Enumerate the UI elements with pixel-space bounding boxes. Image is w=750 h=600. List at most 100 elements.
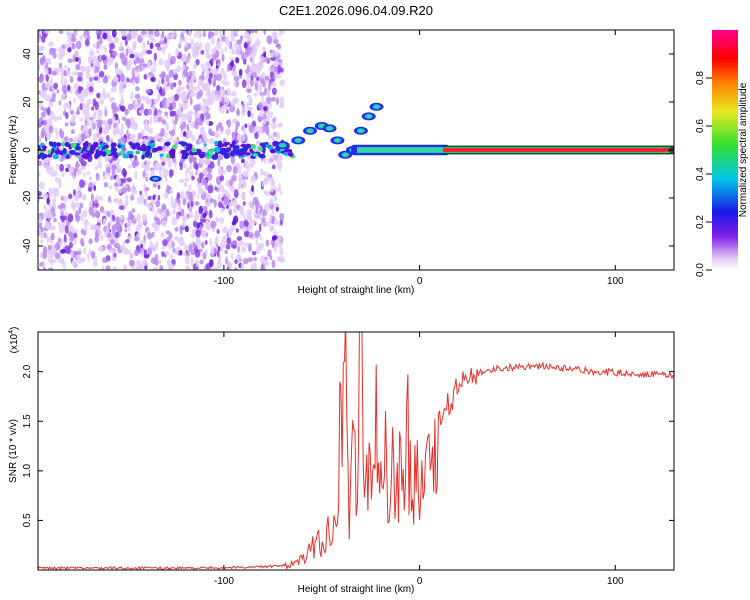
band-blob	[60, 142, 66, 146]
noise-blob	[253, 125, 258, 133]
noise-blob	[97, 161, 103, 169]
noise-blob	[136, 213, 141, 222]
noise-blob	[274, 50, 279, 57]
noise-blob	[145, 160, 151, 166]
noise-blob	[219, 30, 223, 36]
band-blob	[145, 145, 152, 152]
noise-blob	[273, 194, 278, 202]
noise-blob	[258, 223, 262, 232]
noise-blob	[202, 212, 207, 219]
noise-blob	[231, 239, 238, 246]
noise-blob	[198, 205, 204, 215]
noise-blob	[242, 179, 246, 188]
noise-blob	[170, 82, 174, 91]
noise-blob	[38, 226, 42, 236]
noise-blob	[264, 203, 270, 211]
noise-blob	[213, 247, 218, 254]
noise-blob	[190, 39, 195, 45]
noise-blob	[248, 98, 253, 105]
noise-blob	[170, 196, 174, 205]
noise-blob	[271, 235, 278, 241]
band-blob	[136, 145, 142, 151]
noise-blob	[100, 234, 104, 242]
noise-blob	[216, 85, 221, 91]
noise-blob	[95, 172, 100, 181]
noise-blob	[200, 49, 205, 55]
noise-blob	[64, 43, 70, 49]
noise-blob	[216, 73, 222, 81]
noise-blob	[90, 193, 94, 202]
noise-blob	[231, 99, 236, 107]
noise-blob	[168, 69, 174, 78]
noise-blob	[71, 114, 77, 120]
noise-blob	[183, 251, 186, 256]
noise-blob	[211, 89, 216, 97]
band-blob	[168, 150, 175, 155]
noise-blob	[96, 48, 100, 54]
noise-blob	[244, 133, 248, 143]
noise-blob	[158, 58, 165, 66]
noise-blob	[127, 103, 133, 111]
noise-blob	[240, 35, 244, 40]
noise-blob	[195, 259, 199, 268]
band-blob	[224, 152, 230, 157]
noise-blob	[45, 74, 49, 82]
noise-blob	[220, 187, 225, 193]
noise-blob	[195, 229, 201, 238]
noise-blob	[270, 56, 276, 62]
noise-blob	[92, 136, 97, 143]
noise-blob	[39, 135, 42, 145]
noise-blob	[216, 124, 219, 132]
noise-blob	[267, 111, 274, 119]
noise-blob	[103, 182, 108, 188]
noise-blob	[161, 203, 167, 211]
noise-blob	[70, 109, 75, 115]
noise-blob	[67, 213, 74, 223]
noise-blob	[229, 262, 232, 270]
noise-blob	[220, 207, 225, 213]
noise-blob	[142, 41, 147, 49]
band-blob	[93, 142, 97, 146]
noise-blob	[79, 35, 83, 41]
noise-blob	[66, 69, 71, 78]
noise-blob	[196, 170, 200, 176]
band-blob	[69, 149, 76, 155]
noise-blob	[242, 170, 249, 178]
noise-blob	[188, 243, 193, 253]
noise-blob	[259, 235, 263, 241]
noise-blob	[251, 219, 256, 225]
noise-blob	[147, 89, 151, 94]
noise-blob	[279, 96, 285, 106]
noise-blob	[92, 200, 95, 209]
noise-blob	[251, 184, 255, 192]
noise-blob	[220, 48, 224, 56]
noise-blob	[273, 60, 280, 68]
noise-blob	[210, 220, 217, 229]
noise-blob	[186, 123, 190, 132]
noise-blob	[133, 236, 140, 242]
noise-blob	[183, 113, 189, 121]
noise-blob	[205, 138, 210, 144]
band-blob	[38, 155, 42, 160]
noise-blob	[240, 134, 246, 142]
noise-blob	[241, 246, 246, 253]
noise-blob	[38, 160, 43, 166]
noise-blob	[256, 40, 261, 46]
noise-blob	[109, 42, 115, 50]
noise-blob	[116, 165, 122, 172]
band-blob	[205, 152, 210, 157]
noise-blob	[238, 205, 244, 215]
noise-blob	[156, 133, 159, 139]
noise-blob	[278, 242, 283, 250]
noise-blob	[142, 170, 146, 178]
noise-blob	[79, 202, 84, 209]
noise-blob	[192, 157, 197, 162]
noise-blob	[50, 232, 55, 241]
noise-blob	[251, 46, 258, 56]
noise-blob	[98, 98, 105, 105]
noise-blob	[231, 70, 238, 77]
noise-blob	[145, 95, 150, 104]
noise-blob	[79, 103, 84, 111]
noise-blob	[249, 78, 255, 87]
noise-blob	[97, 121, 102, 129]
